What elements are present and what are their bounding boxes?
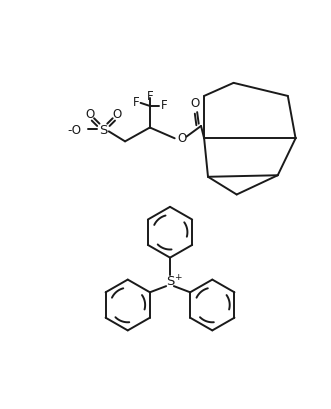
- Text: O: O: [177, 132, 186, 145]
- Text: S: S: [99, 123, 108, 136]
- Text: F: F: [147, 90, 153, 102]
- Text: +: +: [174, 273, 181, 282]
- Text: F: F: [133, 96, 139, 108]
- Text: S: S: [166, 274, 174, 288]
- Text: -O: -O: [68, 123, 82, 136]
- Text: O: O: [190, 97, 200, 110]
- Text: F: F: [161, 99, 167, 112]
- Text: O: O: [86, 108, 95, 121]
- Text: O: O: [112, 108, 121, 121]
